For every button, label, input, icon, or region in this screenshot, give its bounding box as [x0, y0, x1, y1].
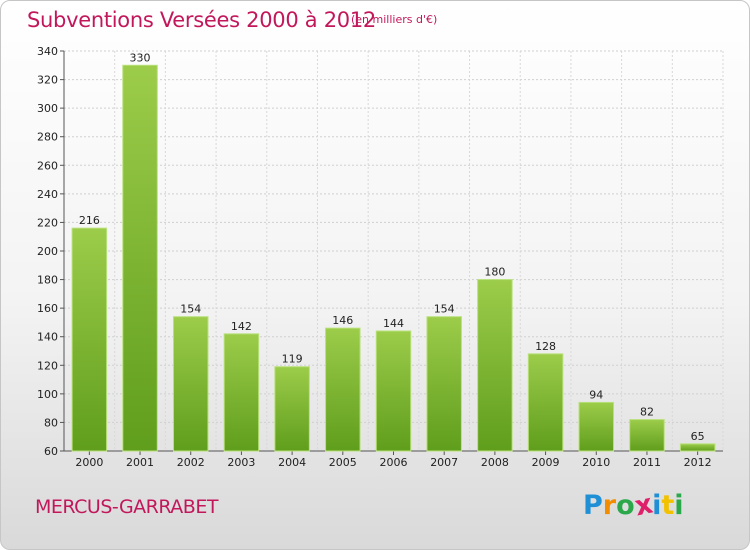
y-tick-label: 300 [37, 102, 58, 115]
x-tick-label: 2011 [633, 456, 661, 469]
bar [122, 64, 158, 452]
place-name: MERCUS-GARRABET [35, 496, 218, 518]
logo-letter: i [674, 490, 684, 521]
data-label: 94 [589, 388, 603, 401]
y-tick-label: 240 [37, 188, 58, 201]
bar [71, 227, 108, 452]
bar [477, 279, 513, 452]
y-tick-label: 120 [37, 359, 58, 372]
data-label: 146 [332, 314, 353, 327]
y-tick-label: 340 [37, 45, 58, 58]
labels: 60 80 100 120 140 160 180 200 220 240 260 280 300 320… [37, 45, 712, 469]
bar [274, 366, 310, 452]
x-tick-label: 2004 [278, 456, 306, 469]
y-tick-label: 80 [44, 416, 58, 429]
logo-letter: t [661, 490, 675, 521]
bar [527, 353, 564, 452]
y-tick-label: 160 [37, 302, 58, 315]
data-label: 119 [282, 353, 303, 366]
data-label: 82 [640, 406, 654, 419]
proxiti-logo: Proxiti [583, 489, 684, 523]
data-label: 65 [691, 430, 705, 443]
data-label: 154 [180, 303, 201, 316]
x-tick-label: 2005 [329, 456, 357, 469]
y-tick-label: 140 [37, 331, 58, 344]
bar [375, 330, 412, 452]
data-label: 216 [79, 214, 100, 227]
x-tick-label: 2012 [684, 456, 712, 469]
data-label: 330 [130, 51, 151, 64]
bar [578, 401, 615, 452]
bar [629, 419, 665, 452]
data-label: 128 [535, 340, 556, 353]
data-label: 180 [484, 266, 505, 279]
x-tick-label: 2000 [75, 456, 103, 469]
x-tick-label: 2008 [481, 456, 509, 469]
bar [325, 327, 361, 452]
bar [426, 316, 462, 452]
x-tick-label: 2006 [380, 456, 408, 469]
y-tick-label: 260 [37, 159, 58, 172]
logo-letter: o [616, 490, 635, 521]
x-tick-label: 2007 [430, 456, 458, 469]
y-tick-label: 280 [37, 131, 58, 144]
bars [71, 64, 716, 452]
y-tick-label: 100 [37, 388, 58, 401]
x-tick-label: 2002 [177, 456, 205, 469]
x-tick-label: 2010 [582, 456, 610, 469]
x-tick-label: 2001 [126, 456, 154, 469]
bar [223, 333, 260, 452]
x-tick-label: 2003 [227, 456, 255, 469]
bar [679, 443, 716, 452]
chart-title: Subventions Versées 2000 à 2012 [27, 8, 376, 32]
logo-letter: r [602, 490, 617, 521]
data-label: 154 [434, 303, 455, 316]
data-label: 144 [383, 317, 404, 330]
chart-subtitle: (en milliers d'€) [351, 13, 438, 26]
y-tick-label: 200 [37, 245, 58, 258]
bar [172, 316, 209, 452]
y-tick-label: 320 [37, 74, 58, 87]
y-tick-label: 180 [37, 274, 58, 287]
y-tick-label: 220 [37, 216, 58, 229]
logo-letter: P [583, 490, 603, 521]
logo-letter: i [652, 490, 662, 521]
y-tick-label: 60 [44, 445, 58, 458]
data-label: 142 [231, 320, 252, 333]
x-tick-label: 2009 [532, 456, 560, 469]
